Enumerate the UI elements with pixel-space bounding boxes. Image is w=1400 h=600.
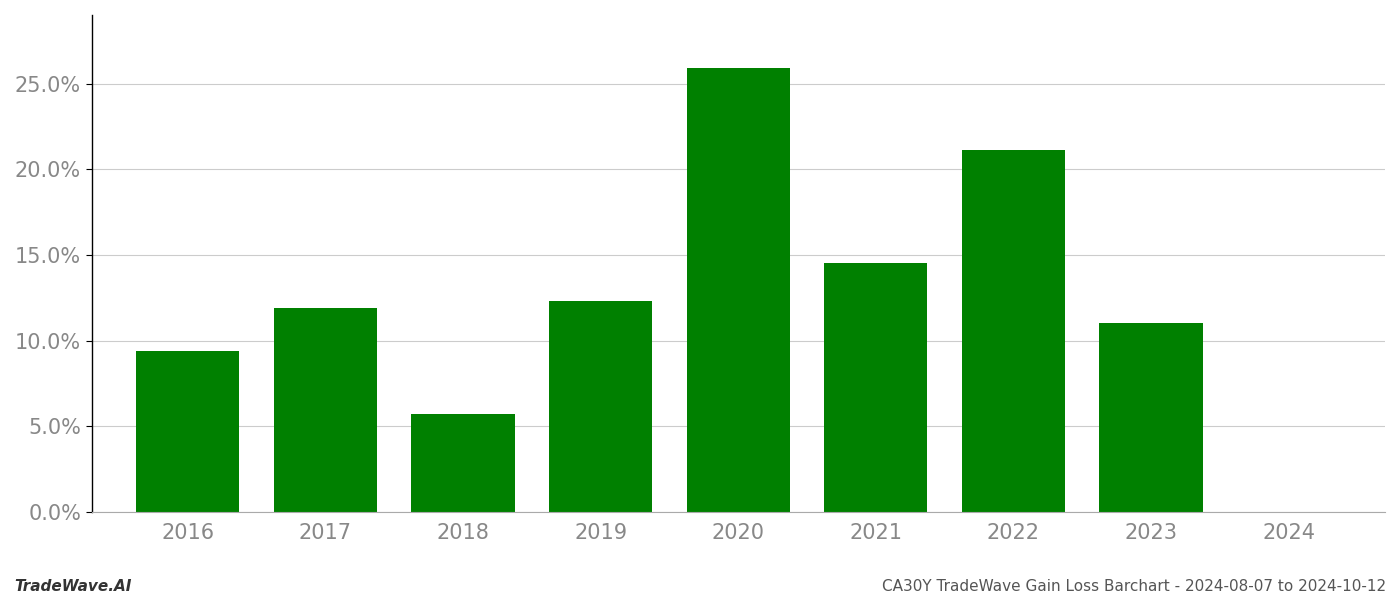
Bar (549, 301, 652, 512)
Bar (136, 351, 239, 512)
Text: TradeWave.AI: TradeWave.AI (14, 579, 132, 594)
Bar (825, 263, 927, 512)
Bar (686, 68, 790, 512)
Bar (1099, 323, 1203, 512)
Bar (274, 308, 377, 512)
Bar (412, 414, 515, 512)
Text: CA30Y TradeWave Gain Loss Barchart - 2024-08-07 to 2024-10-12: CA30Y TradeWave Gain Loss Barchart - 202… (882, 579, 1386, 594)
Bar (962, 151, 1065, 512)
